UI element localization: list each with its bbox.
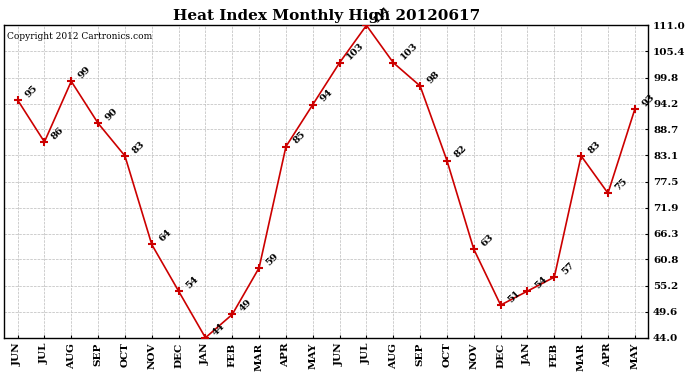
Text: 75: 75 [613,177,629,192]
Text: 83: 83 [586,139,602,155]
Text: 93: 93 [640,93,656,108]
Text: 51: 51 [506,288,522,304]
Text: 49: 49 [238,298,254,314]
Text: 64: 64 [157,228,173,244]
Text: 90: 90 [104,106,119,123]
Text: 59: 59 [265,251,281,267]
Text: 95: 95 [23,83,39,99]
Text: 94: 94 [318,88,334,104]
Text: 82: 82 [453,144,469,160]
Text: 99: 99 [77,64,92,81]
Text: 83: 83 [130,139,146,155]
Text: 85: 85 [291,130,308,146]
Text: 86: 86 [50,125,66,141]
Text: 44: 44 [211,321,227,337]
Text: 98: 98 [426,69,442,85]
Text: 111: 111 [372,4,393,25]
Text: 103: 103 [345,41,366,62]
Text: 57: 57 [560,260,575,276]
Text: 63: 63 [480,232,495,248]
Text: 54: 54 [184,274,200,290]
Title: Heat Index Monthly High 20120617: Heat Index Monthly High 20120617 [172,9,480,23]
Text: 103: 103 [399,41,420,62]
Text: 54: 54 [533,274,549,290]
Text: Copyright 2012 Cartronics.com: Copyright 2012 Cartronics.com [8,32,152,40]
